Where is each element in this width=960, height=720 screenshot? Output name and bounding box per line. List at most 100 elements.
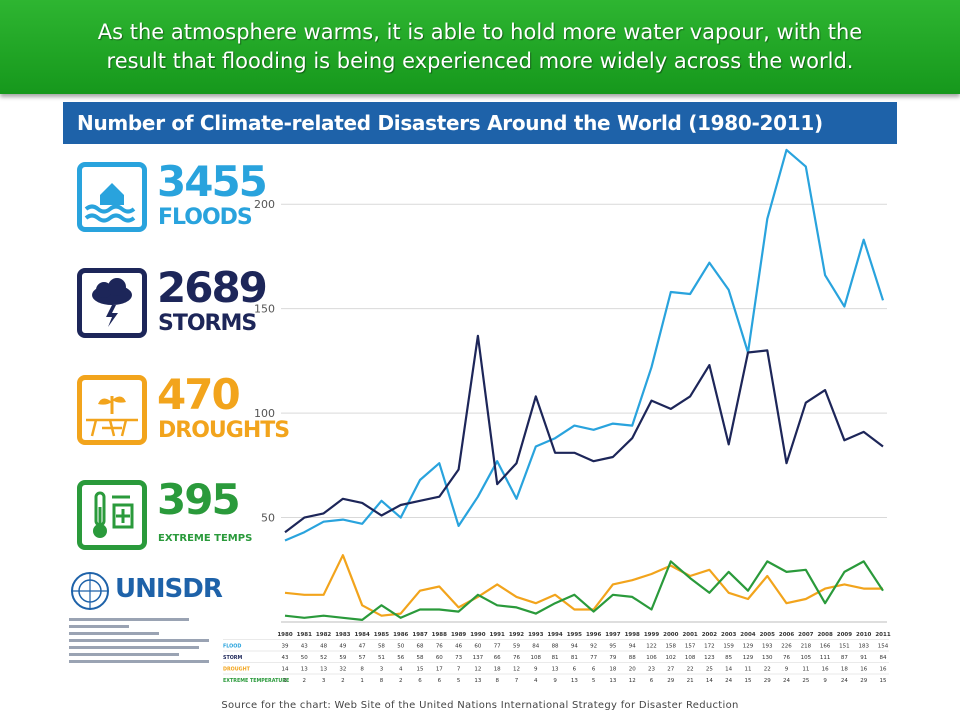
x-tick-label-2008: 2008	[817, 632, 832, 638]
data-label-2-28: 16	[822, 667, 829, 673]
data-label-2-25: 22	[764, 667, 771, 673]
banner-line-2: result that flooding is being experience…	[106, 49, 854, 73]
data-label-1-7: 58	[417, 655, 424, 661]
series-line-flood	[284, 148, 885, 542]
data-label-1-9: 73	[455, 655, 462, 661]
data-label-0-7: 68	[417, 644, 424, 650]
data-label-0-18: 94	[629, 644, 636, 650]
x-tick-label-1985: 1985	[374, 632, 389, 638]
data-label-0-0: 39	[282, 644, 289, 650]
data-label-1-6: 56	[397, 655, 404, 661]
data-label-2-18: 20	[629, 667, 636, 673]
data-label-2-19: 23	[648, 667, 655, 673]
x-tick-label-1981: 1981	[297, 632, 312, 638]
data-label-0-27: 218	[801, 644, 812, 650]
flood-house-icon	[77, 162, 147, 232]
data-label-3-22: 14	[706, 678, 713, 684]
data-label-3-15: 13	[571, 678, 578, 684]
x-tick-label-1991: 1991	[490, 632, 505, 638]
data-label-1-29: 87	[841, 655, 848, 661]
data-label-1-27: 105	[801, 655, 812, 661]
data-label-1-11: 66	[494, 655, 501, 661]
x-tick-label-1998: 1998	[625, 632, 640, 638]
stat-droughts-number: 470	[157, 370, 241, 419]
stat-storms-number: 2689	[157, 263, 268, 312]
table-series-label-0: FLOOD	[223, 644, 241, 650]
data-label-0-17: 95	[609, 644, 616, 650]
data-label-3-11: 8	[495, 678, 499, 684]
data-label-1-19: 106	[646, 655, 657, 661]
data-label-3-2: 3	[322, 678, 326, 684]
data-label-1-26: 76	[783, 655, 790, 661]
data-label-3-14: 9	[553, 678, 557, 684]
series-line-drought	[284, 554, 883, 617]
data-label-2-9: 7	[457, 667, 461, 673]
x-tick-label-2007: 2007	[798, 632, 813, 638]
series-line-storm	[284, 334, 884, 534]
x-tick-label-1999: 1999	[644, 632, 659, 638]
data-label-2-21: 22	[687, 667, 694, 673]
x-tick-label-1986: 1986	[393, 632, 408, 638]
x-tick-label-2009: 2009	[837, 632, 852, 638]
data-label-0-20: 158	[666, 644, 677, 650]
x-tick-label-2005: 2005	[760, 632, 775, 638]
stat-droughts: 470 DROUGHTS	[77, 371, 290, 455]
un-emblem-icon	[71, 572, 109, 610]
data-label-2-16: 6	[592, 667, 596, 673]
data-label-2-27: 11	[802, 667, 809, 673]
data-label-0-14: 88	[552, 644, 559, 650]
data-label-3-9: 5	[457, 678, 461, 684]
y-tick-label-50: 50	[261, 512, 275, 525]
source-caption: Source for the chart: Web Site of the Un…	[221, 700, 739, 711]
data-label-1-30: 91	[860, 655, 867, 661]
data-label-0-22: 172	[704, 644, 715, 650]
slide-banner: As the atmosphere warms, it is able to h…	[0, 0, 960, 94]
data-label-2-26: 9	[785, 667, 789, 673]
data-label-0-2: 48	[320, 644, 327, 650]
data-label-0-12: 59	[513, 644, 520, 650]
data-label-2-29: 18	[841, 667, 848, 673]
data-label-2-17: 18	[609, 667, 616, 673]
table-series-label-2: DROUGHT	[223, 667, 251, 673]
thermometer-icon	[77, 480, 147, 550]
data-label-1-14: 81	[552, 655, 559, 661]
data-label-2-4: 8	[360, 667, 364, 673]
data-label-0-9: 46	[455, 644, 462, 650]
figure-title: Number of Climate-related Disasters Arou…	[77, 111, 823, 135]
data-label-3-26: 24	[783, 678, 790, 684]
data-label-3-31: 15	[880, 678, 887, 684]
y-tick-label-200: 200	[254, 198, 275, 211]
data-label-1-3: 59	[339, 655, 346, 661]
x-tick-label-2003: 2003	[721, 632, 736, 638]
data-label-1-8: 60	[436, 655, 443, 661]
data-label-0-24: 129	[743, 644, 754, 650]
data-label-1-16: 77	[590, 655, 597, 661]
data-label-1-31: 84	[880, 655, 887, 661]
data-label-0-3: 49	[339, 644, 346, 650]
data-label-1-10: 137	[473, 655, 484, 661]
x-tick-label-2011: 2011	[875, 632, 890, 638]
data-label-0-4: 47	[359, 644, 366, 650]
stat-extreme-temps-label: EXTREME TEMPS	[158, 533, 253, 544]
data-label-0-28: 166	[820, 644, 831, 650]
data-label-0-1: 43	[301, 644, 308, 650]
x-tick-label-2001: 2001	[682, 632, 697, 638]
x-tick-label-1988: 1988	[432, 632, 447, 638]
data-label-2-6: 4	[399, 667, 403, 673]
data-label-2-5: 3	[380, 667, 384, 673]
figure-title-bar: Number of Climate-related Disasters Arou…	[63, 102, 897, 144]
data-label-0-6: 50	[397, 644, 404, 650]
data-label-0-26: 226	[781, 644, 792, 650]
data-label-3-18: 12	[629, 678, 636, 684]
series-line-extreme-temperature	[284, 560, 884, 622]
data-label-0-10: 60	[474, 644, 481, 650]
data-label-3-27: 25	[802, 678, 809, 684]
data-label-3-23: 24	[725, 678, 732, 684]
stat-storms-label: STORMS	[158, 311, 257, 336]
data-label-2-11: 18	[494, 667, 501, 673]
data-label-2-23: 14	[725, 667, 732, 673]
x-tick-label-2004: 2004	[740, 632, 755, 638]
data-label-2-2: 13	[320, 667, 327, 673]
data-label-3-19: 6	[650, 678, 654, 684]
